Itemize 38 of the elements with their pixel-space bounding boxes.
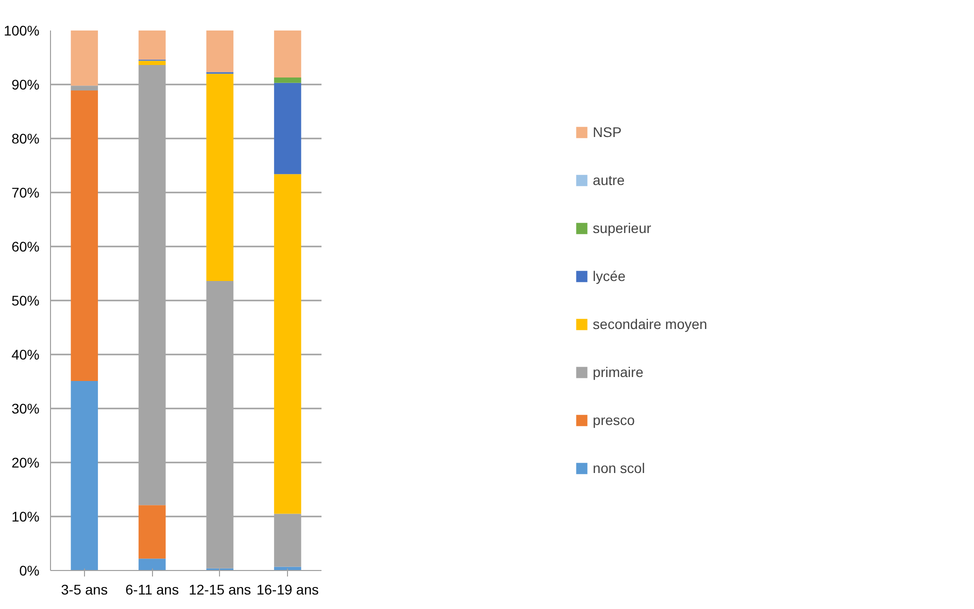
- y-tick-label: 0%: [19, 562, 40, 578]
- legend-label: superieur: [592, 220, 652, 236]
- legend-label: NSP: [592, 124, 622, 140]
- legend-label: secondaire moyen: [592, 316, 708, 332]
- y-tick-label: 10%: [11, 508, 40, 524]
- legend-label: presco: [592, 412, 635, 428]
- y-tick-label: 30%: [11, 400, 40, 416]
- y-tick-label: 20%: [11, 454, 40, 470]
- bar: [138, 60, 166, 66]
- bar: [206, 74, 234, 282]
- legend-label: lycée: [592, 268, 626, 284]
- y-tick-label: 70%: [11, 184, 40, 200]
- y-tick-label: 40%: [11, 346, 40, 362]
- y-tick-label: 100%: [4, 22, 40, 38]
- legend-label: primaire: [592, 364, 644, 380]
- x-tick-label: 6-11 ans: [125, 582, 179, 598]
- bar: [274, 77, 302, 83]
- y-tick-label: 80%: [11, 130, 40, 146]
- legend-label: non scol: [592, 460, 645, 476]
- bar: [274, 174, 302, 514]
- y-tick-label: 50%: [11, 292, 40, 308]
- bar: [138, 558, 166, 570]
- bar: [70, 86, 98, 90]
- x-tick-label: 12-15 ans: [188, 582, 252, 598]
- bar: [70, 380, 98, 570]
- bar: [138, 505, 166, 559]
- y-tick-label: 60%: [11, 238, 40, 254]
- y-tick-label: 90%: [11, 76, 40, 92]
- x-tick-label: 3-5 ans: [61, 582, 108, 598]
- bar: [70, 90, 98, 381]
- bar: [274, 82, 302, 174]
- legend-label: autre: [592, 172, 625, 188]
- bar: [206, 30, 234, 72]
- bar: [70, 30, 98, 86]
- bar: [138, 30, 166, 60]
- x-tick-label: 16-19 ans: [256, 582, 319, 598]
- bar: [274, 30, 302, 78]
- bar: [274, 566, 302, 570]
